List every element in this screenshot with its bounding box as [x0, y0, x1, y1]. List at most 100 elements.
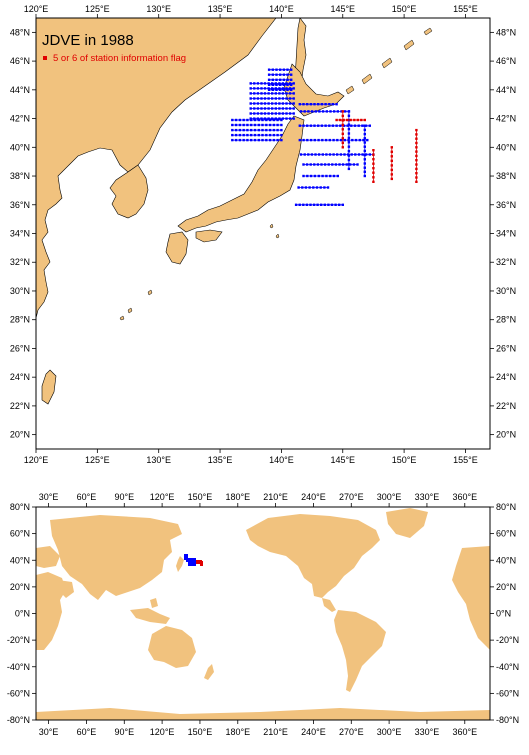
global-y-tick-label-right: 20°N [496, 582, 516, 592]
station-point [278, 92, 280, 94]
y-tick-label-left: 24°N [10, 372, 30, 382]
station-point [321, 139, 323, 141]
station-point [257, 97, 259, 99]
station-point [271, 92, 273, 94]
station-point [369, 125, 371, 127]
station-point [282, 117, 284, 119]
station-point [285, 112, 287, 114]
station-point [275, 69, 277, 71]
station-point [314, 139, 316, 141]
station-point [340, 153, 342, 155]
x-tick-label-bottom: 155°E [453, 455, 478, 465]
flagged-station-point [357, 119, 359, 121]
station-point [285, 97, 287, 99]
station-point [253, 87, 255, 89]
station-point [258, 129, 260, 131]
global-flag-marker [200, 561, 203, 566]
y-tick-label-left: 42°N [10, 114, 30, 124]
station-point [285, 92, 287, 94]
station-point [359, 139, 361, 141]
flagged-station-point [372, 181, 374, 183]
station-point [312, 186, 314, 188]
station-point [366, 139, 368, 141]
station-point [348, 132, 350, 134]
station-point [320, 186, 322, 188]
station-point [290, 79, 292, 81]
station-point [326, 110, 328, 112]
station-point [243, 139, 245, 141]
station-point [320, 163, 322, 165]
station-point [278, 102, 280, 104]
station-point [235, 124, 237, 126]
station-point [317, 163, 319, 165]
station-point [231, 129, 233, 131]
station-point [316, 186, 318, 188]
station-point [283, 84, 285, 86]
station-point [279, 89, 281, 91]
global-y-tick-label-left: 0°N [15, 609, 30, 619]
station-point [355, 139, 357, 141]
flagged-station-point [372, 172, 374, 174]
station-point [318, 110, 320, 112]
x-tick-label-top: 125°E [85, 4, 110, 14]
global-y-tick-label-left: 80°N [10, 502, 30, 512]
station-point [239, 129, 241, 131]
station-point [335, 103, 337, 105]
station-point [265, 124, 267, 126]
station-point [300, 110, 302, 112]
flagged-station-point [335, 119, 337, 121]
station-point [265, 139, 267, 141]
station-point [264, 107, 266, 109]
global-track-marker [188, 561, 196, 566]
station-point [271, 112, 273, 114]
flagged-station-point [342, 133, 344, 135]
station-point [276, 129, 278, 131]
flagged-station-point [339, 119, 341, 121]
station-point [267, 102, 269, 104]
flagged-station-point [372, 167, 374, 169]
station-point [348, 146, 350, 148]
station-point [328, 125, 330, 127]
station-point [257, 107, 259, 109]
global-x-tick-label-top: 270°E [339, 492, 364, 502]
station-point [311, 110, 313, 112]
station-point [307, 153, 309, 155]
global-x-tick-label-bottom: 270°E [339, 727, 364, 737]
station-point [305, 186, 307, 188]
station-point [250, 97, 252, 99]
y-tick-label-right: 24°N [496, 372, 516, 382]
station-point [246, 129, 248, 131]
flagged-station-point [342, 110, 344, 112]
global-x-tick-label-top: 180°E [225, 492, 250, 502]
station-point [235, 129, 237, 131]
flagged-station-point [415, 150, 417, 152]
global-x-tick-label-top: 240°E [301, 492, 326, 502]
station-point [282, 102, 284, 104]
station-point [243, 134, 245, 136]
station-point [339, 125, 341, 127]
station-point [293, 82, 295, 84]
station-point [253, 112, 255, 114]
flagged-station-point [372, 149, 374, 151]
station-point [254, 124, 256, 126]
station-point [250, 92, 252, 94]
global-y-tick-label-left: -40°N [7, 662, 30, 672]
station-point [268, 74, 270, 76]
station-point [324, 103, 326, 105]
station-point [354, 153, 356, 155]
station-point [348, 110, 350, 112]
station-point [253, 82, 255, 84]
station-point [317, 103, 319, 105]
y-tick-label-left: 40°N [10, 142, 30, 152]
station-point [275, 97, 277, 99]
global-x-tick-label-top: 30°E [39, 492, 59, 502]
global-y-tick-label-left: -80°N [7, 715, 30, 725]
y-tick-label-left: 48°N [10, 27, 30, 37]
station-point [311, 153, 313, 155]
station-point [313, 163, 315, 165]
flagged-station-point [372, 154, 374, 156]
station-point [328, 103, 330, 105]
flagged-station-point [415, 163, 417, 165]
flagged-station-point [360, 119, 362, 121]
y-tick-label-right: 30°N [496, 286, 516, 296]
